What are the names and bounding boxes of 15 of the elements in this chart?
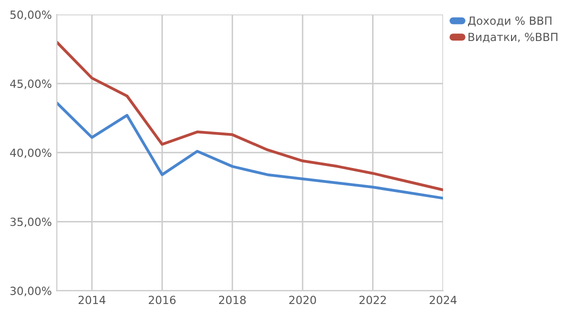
x-tick-label: 2022 [359,296,386,304]
line-series [56,40,444,192]
y-tick-label: 50,00% [10,10,52,20]
y-tick-label: 30,00% [10,286,52,296]
x-tick-label: 2020 [289,296,316,304]
legend-label: Видатки, %ВВП [468,32,558,43]
y-tick-label: 45,00% [10,80,52,90]
line-series [56,102,444,200]
y-tick-label: 40,00% [10,148,52,158]
x-tick-label: 2018 [219,296,246,304]
legend-label: Доходи % ВВП [468,16,552,26]
x-tick-label: 2024 [430,296,457,304]
x-tick-label: 2014 [78,296,106,304]
x-tick-label: 2016 [148,296,176,304]
y-tick-label: 35,00% [10,218,52,228]
